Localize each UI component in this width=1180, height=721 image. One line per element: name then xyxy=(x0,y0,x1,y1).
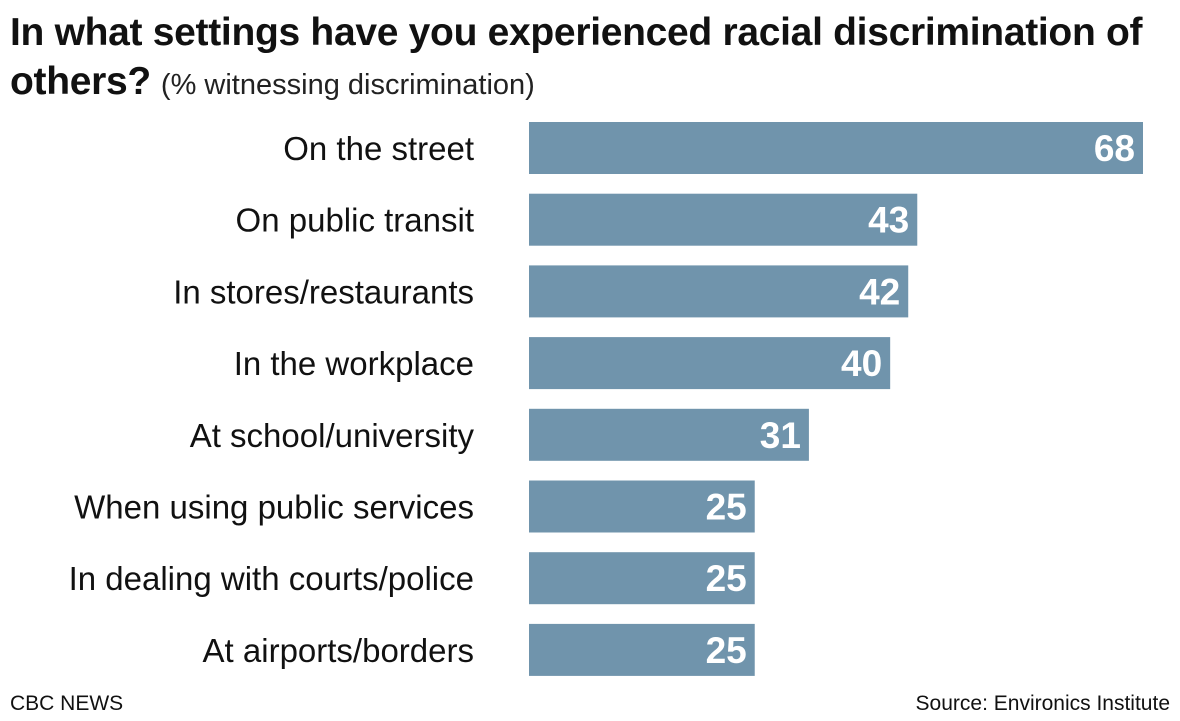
value-label-on-the-street: 68 xyxy=(1094,128,1135,169)
category-label-in-stores-restaurants: In stores/restaurants xyxy=(173,273,474,310)
category-label-on-public-transit: On public transit xyxy=(236,202,474,239)
bar-on-public-transit xyxy=(529,193,918,246)
value-label-on-public-transit: 43 xyxy=(868,200,909,241)
value-label-in-the-workplace: 40 xyxy=(841,343,882,384)
category-label-in-the-workplace: In the workplace xyxy=(234,345,474,382)
bar-in-dealing-with-courts-police xyxy=(529,552,755,605)
bar-on-the-street xyxy=(529,122,1143,174)
category-label-at-airports-borders: At airports/borders xyxy=(203,632,474,669)
bar-in-stores-restaurants xyxy=(529,265,909,318)
value-label-when-using-public-services: 25 xyxy=(706,487,747,528)
brand-label: CBC NEWS xyxy=(10,692,124,715)
chart-subtitle: (% witnessing discrimination) xyxy=(160,69,535,101)
category-label-when-using-public-services: When using public services xyxy=(74,489,474,526)
category-label-in-dealing-with-courts-police: In dealing with courts/police xyxy=(69,560,474,597)
value-label-at-school-university: 31 xyxy=(760,415,801,456)
category-label-on-the-street: On the street xyxy=(283,130,474,167)
value-label-in-dealing-with-courts-police: 25 xyxy=(706,558,747,599)
chart-title-text: In what settings have you experienced ra… xyxy=(10,11,1143,103)
bar-at-airports-borders xyxy=(529,623,755,676)
source-label: Source: Environics Institute xyxy=(915,692,1170,715)
value-label-in-stores-restaurants: 42 xyxy=(859,271,900,312)
chart-title: In what settings have you experienced ra… xyxy=(10,8,1170,110)
bar-in-the-workplace xyxy=(529,337,891,390)
bar-at-school-university xyxy=(529,408,809,461)
value-label-at-airports-borders: 25 xyxy=(706,630,747,671)
bar-when-using-public-services xyxy=(529,480,755,533)
category-label-at-school-university: At school/university xyxy=(190,417,475,454)
